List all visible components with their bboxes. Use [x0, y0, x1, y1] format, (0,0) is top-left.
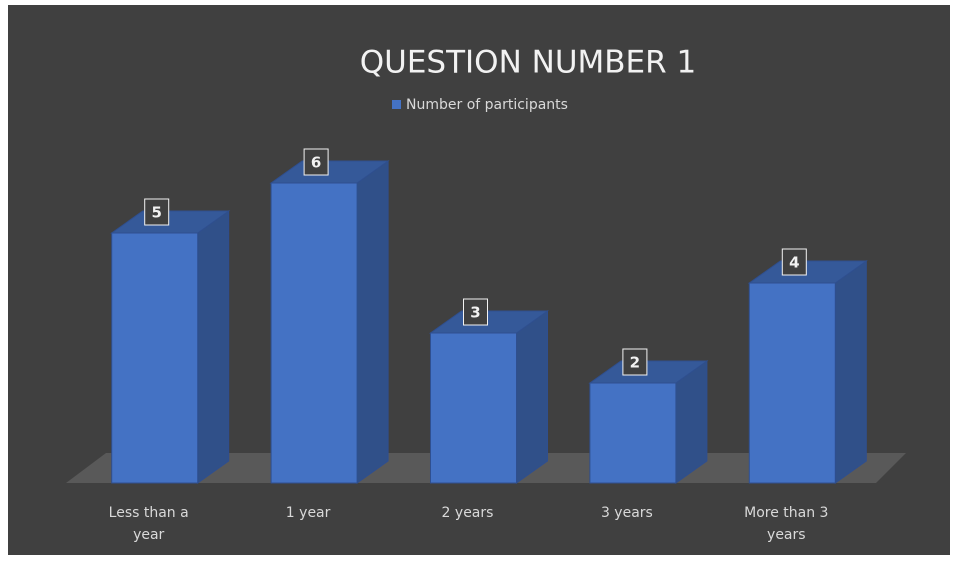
- legend-label: Number of participants: [406, 97, 568, 113]
- data-label-box: [303, 148, 329, 176]
- data-label: 4: [789, 254, 799, 272]
- bar-front: [111, 232, 199, 484]
- data-label: 3: [470, 304, 480, 322]
- x-tick-label: 1 year: [286, 505, 331, 521]
- bar-side: [834, 260, 867, 484]
- bar-side: [516, 310, 548, 484]
- bar-front: [748, 282, 836, 484]
- data-label: 6: [311, 154, 321, 172]
- bar: [588, 360, 709, 484]
- data-label-box: [463, 298, 488, 326]
- bar-front: [589, 382, 677, 484]
- legend-swatch: [392, 100, 401, 109]
- bar-front: [430, 332, 517, 484]
- data-label-box: [622, 348, 648, 376]
- x-tick-label: Less than a year: [109, 505, 189, 543]
- bar-side: [356, 160, 389, 484]
- chart-title: QUESTION NUMBER 1: [360, 45, 696, 81]
- data-label-box: [781, 248, 807, 276]
- data-label: 5: [151, 204, 161, 222]
- x-tick-label: 3 years: [601, 505, 653, 521]
- data-label-box: [144, 198, 170, 226]
- bar: [428, 310, 550, 484]
- bar: [747, 260, 868, 484]
- data-label: 2: [630, 354, 640, 372]
- bar-front: [270, 182, 358, 484]
- bar: [269, 160, 390, 484]
- bar-side: [197, 210, 230, 484]
- bar: [110, 210, 231, 484]
- x-tick-label: More than 3 years: [744, 505, 828, 543]
- x-tick-label: 2 years: [442, 505, 494, 521]
